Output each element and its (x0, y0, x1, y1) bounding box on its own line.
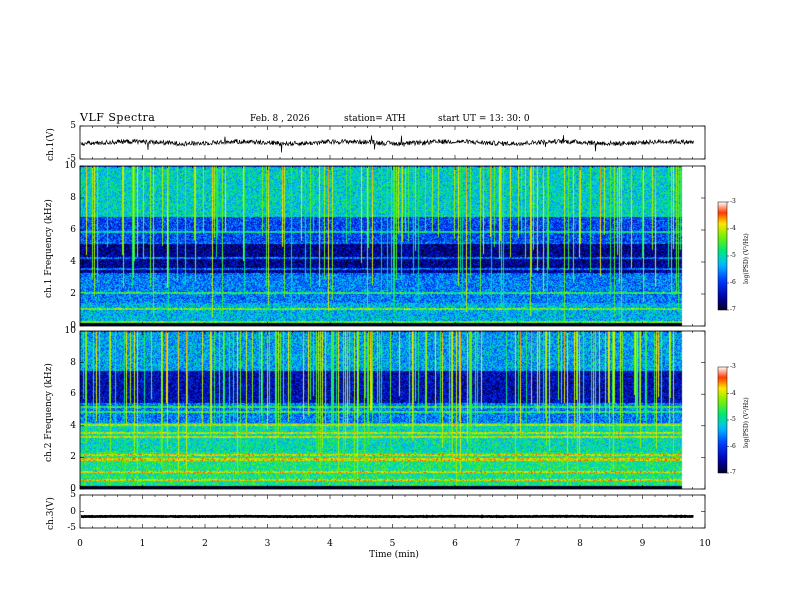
colorbar-label-2: log(PSD) (V²/Hz) (743, 397, 750, 448)
x-tick-label: 8 (577, 539, 583, 549)
colorbar-tick-label: -6 (730, 442, 736, 450)
y-tick-label: 0 (70, 484, 76, 494)
colorbar-tick-label: -6 (730, 279, 736, 286)
y-tick-label: -5 (67, 523, 76, 533)
colorbar-tick-label: -5 (730, 416, 736, 423)
x-tick-label: 0 (77, 539, 83, 549)
panel-frame-4 (79, 494, 706, 529)
y-tick-label: 2 (70, 452, 76, 463)
x-tick-label: 1 (139, 539, 146, 549)
y-tick-label: 4 (70, 257, 76, 267)
x-axis-label: Time (min) (369, 550, 419, 560)
ch2-spectrogram-image (80, 331, 693, 489)
colorbar-1 (717, 201, 728, 311)
colorbar-2 (717, 366, 728, 474)
colorbar-tick-label: -3 (730, 198, 736, 205)
y-tick-label: 5 (70, 121, 76, 131)
x-tick-label: 4 (327, 539, 333, 549)
x-tick-label: 9 (639, 539, 646, 549)
y-tick-label: 5 (70, 490, 76, 500)
y-axis-label-2: ch.1 Frequency (kHz) (44, 199, 54, 298)
colorbar-tick-label: -5 (730, 252, 736, 259)
y-tick-label: 4 (70, 420, 76, 431)
y-tick-label: 2 (70, 289, 76, 299)
panel-frame-3 (79, 330, 706, 490)
x-tick-label: 2 (202, 539, 208, 549)
x-tick-label: 7 (514, 539, 521, 549)
ch1-waveform-trace (80, 135, 694, 153)
y-tick-label: 0 (70, 321, 76, 331)
start-time-label: start UT = 13: 30: 0 (438, 114, 530, 124)
y-tick-label: 6 (70, 225, 76, 235)
x-tick-label: 5 (389, 539, 396, 549)
y-tick-label: 6 (70, 389, 76, 400)
panel-frame-2 (79, 165, 706, 327)
y-tick-label: -5 (67, 154, 76, 164)
colorbar-tick-label: -4 (730, 389, 736, 397)
y-tick-label: 10 (64, 161, 76, 171)
x-tick-label: 6 (452, 539, 458, 549)
colorbar-tick-label: -4 (730, 225, 736, 232)
colorbar-tick-label: -7 (730, 469, 736, 476)
y-axis-label-4: ch.3(V) (46, 496, 56, 530)
date-label: Feb. 8 , 2026 (250, 114, 310, 124)
y-tick-label: 8 (70, 193, 76, 203)
x-tick-label: 3 (264, 539, 271, 549)
y-tick-label: 0 (70, 506, 76, 517)
colorbar-tick-label: -7 (730, 306, 736, 313)
colorbar-label-1: log(PSD) (V²/Hz) (743, 233, 750, 284)
colorbar-tick-label: -3 (730, 363, 736, 370)
ch1-spectrogram-image (80, 166, 693, 326)
y-tick-label: 10 (64, 326, 76, 336)
x-tick-label: 10 (699, 539, 711, 549)
y-tick-label: 8 (70, 357, 76, 368)
figure-title: VLF Spectra (80, 111, 156, 124)
y-axis-label-3: ch.2 Frequency (kHz) (44, 363, 54, 462)
y-axis-label-1: ch.1(V) (46, 127, 56, 161)
station-label: station= ATH (344, 114, 406, 124)
ch3-waveform-trace (80, 514, 694, 519)
